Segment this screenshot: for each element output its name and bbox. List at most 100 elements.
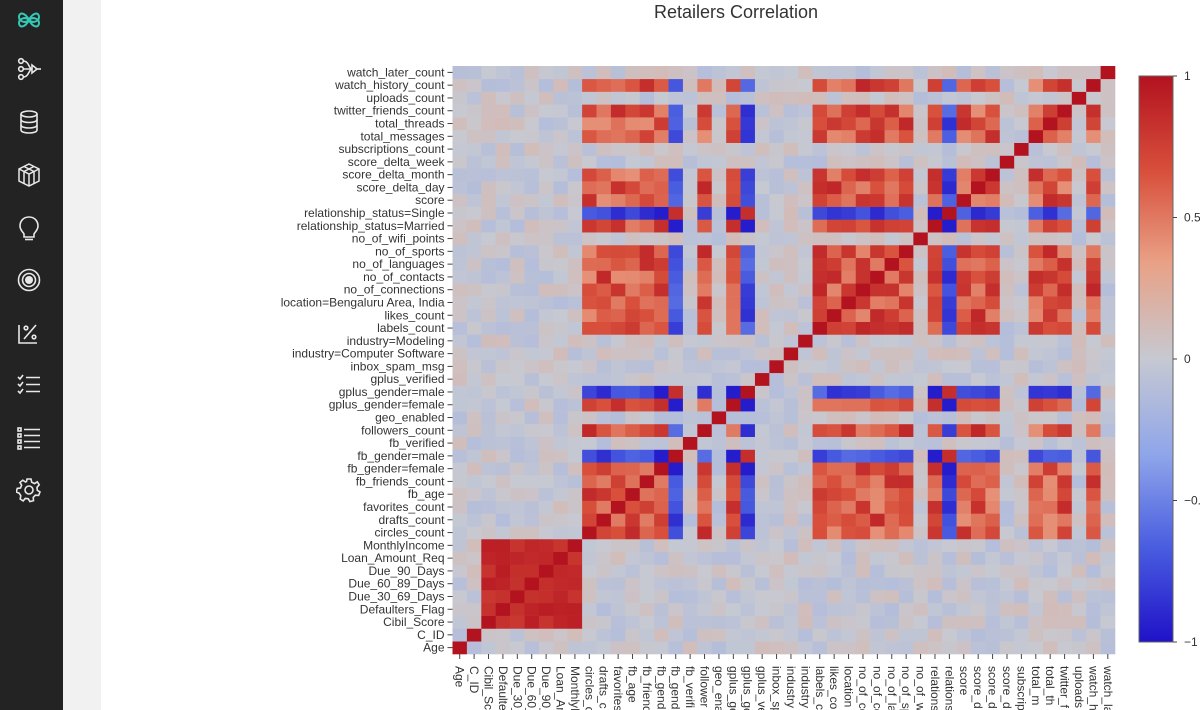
heatmap-cell: [1028, 385, 1044, 399]
heatmap-cell: [956, 564, 972, 578]
heatmap-cell: [682, 398, 698, 412]
heatmap-cell: [711, 398, 727, 412]
heatmap-cell: [668, 334, 684, 348]
heatmap-cell: [625, 334, 641, 348]
heatmap-cell: [668, 564, 684, 578]
heatmap-cell: [740, 641, 756, 655]
heatmap-cell: [553, 615, 569, 629]
y-tick-label: fb_gender=male: [357, 449, 444, 463]
x-tick-label: gplus_ge: [726, 666, 740, 710]
heatmap-cell: [942, 436, 957, 450]
x-tick-label: no_of_la: [885, 666, 899, 710]
heatmap-cell: [567, 641, 583, 655]
heatmap-cell: [942, 641, 957, 655]
heatmap-cell: [783, 296, 799, 310]
heatmap-cell: [466, 500, 482, 514]
heatmap-cell: [942, 334, 957, 348]
bulb-icon[interactable]: [11, 210, 47, 246]
database-icon[interactable]: [11, 104, 47, 140]
heatmap-cell: [1057, 436, 1073, 450]
heatmap-cell: [625, 244, 641, 259]
heatmap-cell: [510, 129, 525, 143]
heatmap-cell: [610, 411, 626, 425]
heatmap-cell: [697, 449, 713, 463]
heatmap-cell: [1071, 66, 1087, 80]
heatmap-cell: [826, 181, 842, 195]
heatmap-cell: [1100, 308, 1116, 322]
pipeline-icon[interactable]: [11, 51, 47, 87]
heatmap-cell: [1057, 117, 1073, 131]
heatmap-cell: [1071, 91, 1087, 105]
correlation-heatmap[interactable]: AgeC_IDCibil_ScoreDefaulters_FlagDue_30_…: [101, 0, 1200, 710]
heatmap-cell: [798, 91, 813, 105]
heatmap-cell: [711, 155, 727, 169]
cube-icon[interactable]: [11, 157, 47, 193]
heatmap-cell: [754, 500, 770, 514]
heatmap-cell: [942, 142, 957, 156]
heatmap-cell: [495, 78, 511, 92]
target-icon[interactable]: [11, 262, 47, 298]
heatmap-cell: [654, 193, 669, 207]
heatmap-cell: [754, 66, 770, 80]
heatmap-cell: [654, 117, 669, 131]
heatmap-cell: [654, 347, 669, 361]
heatmap-cell: [841, 526, 857, 540]
heatmap-cell: [510, 104, 525, 118]
heatmap-cell: [697, 321, 713, 335]
heatmap-cell: [697, 475, 713, 489]
heatmap-cell: [610, 308, 626, 322]
heatmap-cell: [913, 308, 929, 322]
heatmap-cell: [841, 129, 857, 143]
heatmap-cell: [481, 104, 496, 118]
heatmap-cell: [1057, 142, 1073, 156]
percent-icon[interactable]: [11, 315, 47, 351]
heatmap-cell: [927, 449, 943, 463]
heatmap-cell: [668, 628, 684, 642]
y-tick-label: no_of_wifi_points: [352, 232, 445, 246]
heatmap-cell: [898, 513, 914, 527]
heatmap-cell: [481, 181, 496, 195]
heatmap-cell: [625, 91, 641, 105]
heatmap-cell: [682, 590, 698, 604]
heatmap-cell: [1042, 206, 1058, 220]
heatmap-cell: [855, 449, 871, 463]
heatmap-cell: [956, 257, 972, 271]
heatmap-cell: [524, 155, 540, 169]
heatmap-cell: [582, 462, 597, 476]
list-icon[interactable]: [11, 420, 47, 456]
heatmap-cell: [1014, 219, 1029, 233]
heatmap-cell: [654, 487, 669, 501]
heatmap-cell: [783, 321, 799, 335]
checklist-icon[interactable]: [11, 367, 47, 403]
heatmap-cell: [466, 564, 482, 578]
heatmap-cell: [942, 577, 957, 591]
heatmap-cell: [495, 181, 511, 195]
heatmap-cell: [639, 590, 655, 604]
heatmap-cell: [999, 296, 1015, 310]
heatmap-cell: [985, 590, 1001, 604]
heatmap-cell: [510, 423, 525, 437]
heatmap-cell: [538, 168, 554, 182]
heatmap-cell: [740, 500, 756, 514]
heatmap-cell: [596, 372, 612, 386]
heatmap-cell: [783, 564, 799, 578]
settings-icon[interactable]: [11, 472, 47, 508]
heatmap-cell: [567, 193, 583, 207]
x-tick-label: drafts_c: [597, 666, 611, 709]
heatmap-cell: [697, 244, 713, 259]
heatmap-cell: [884, 91, 900, 105]
heatmap-cell: [481, 641, 496, 655]
heatmap-cell: [942, 193, 957, 207]
heatmap-cell: [654, 206, 669, 220]
heatmap-cell: [927, 308, 943, 322]
heatmap-cell: [639, 78, 655, 92]
heatmap-cell: [956, 129, 972, 143]
heatmap-cell: [553, 91, 569, 105]
heatmap-cell: [682, 142, 698, 156]
logo-icon[interactable]: [11, 2, 47, 38]
heatmap-cell: [654, 526, 669, 540]
heatmap-cell: [682, 104, 698, 118]
heatmap-cell: [726, 475, 741, 489]
heatmap-cell: [466, 155, 482, 169]
heatmap-cell: [1057, 206, 1073, 220]
